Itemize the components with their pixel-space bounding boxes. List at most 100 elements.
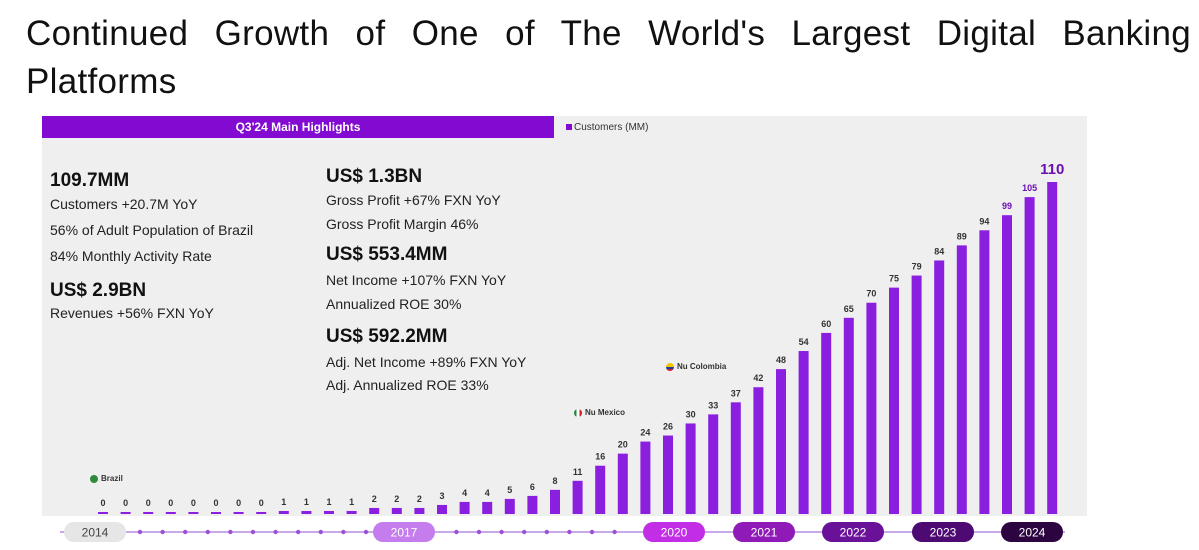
year-label-2021: 2021: [751, 526, 778, 540]
bar-value-label-12: 2: [372, 494, 377, 504]
colombia-flag-icon: [666, 362, 674, 371]
timeline-dot: [160, 529, 165, 535]
bar-value-label-42: 110: [1040, 161, 1064, 178]
bar-value-label-5: 0: [213, 498, 218, 508]
bar-value-label-18: 5: [507, 485, 512, 495]
bar-value-label-11: 1: [349, 497, 354, 507]
bar-value-label-36: 79: [912, 262, 922, 272]
bar-value-label-40: 99: [1002, 201, 1012, 211]
bar-40: [1002, 215, 1012, 514]
bar-24: [640, 441, 651, 514]
bar-value-label-3: 0: [168, 498, 173, 508]
customers-growth: Customers +20.7M YoY: [50, 196, 198, 212]
bar-28: [730, 402, 741, 514]
bar-labels-group: 0 0 0 0 0 0 0 0 1 1 1 1 2 2 2 3 4 4 5 681116202426303337424…: [100, 161, 1064, 508]
bar-value-label-2: 0: [146, 498, 151, 508]
bar-16: [459, 501, 470, 514]
bar-23: [617, 453, 628, 514]
bar-value-label-6: 0: [236, 498, 241, 508]
timeline-dot: [499, 529, 504, 535]
bar-value-label-23: 20: [618, 440, 628, 450]
year-pill-2014: [64, 522, 126, 542]
timeline-dot: [341, 529, 346, 535]
revenue-growth: Revenues +56% FXN YoY: [50, 305, 214, 321]
highlights-header: Q3'24 Main Highlights: [42, 116, 554, 138]
bar-value-label-27: 33: [708, 400, 718, 410]
bar-value-label-1: 0: [123, 498, 128, 508]
bar-29: [753, 387, 764, 514]
year-pill-2020: [643, 522, 705, 542]
timeline-dot: [454, 529, 459, 535]
bar-value-label-16: 4: [462, 488, 467, 498]
bar-value-label-20: 8: [552, 476, 557, 486]
bar-value-label-15: 3: [439, 491, 444, 501]
bar-value-label-19: 6: [530, 482, 535, 492]
bar-26: [685, 423, 696, 514]
timeline-dot: [522, 529, 527, 535]
bar-value-label-31: 54: [799, 337, 809, 347]
bar-value-label-38: 89: [957, 231, 967, 241]
bar-value-label-33: 65: [844, 304, 854, 314]
bar-value-label-7: 0: [259, 498, 264, 508]
mexico-flag-icon: [574, 408, 582, 417]
bar-value-label-41: 105: [1022, 183, 1037, 193]
colombia-marker: Nu Colombia: [666, 362, 726, 371]
year-pill-2023: [912, 522, 974, 542]
bar-value-label-30: 48: [776, 355, 786, 365]
chart-legend: Customers (MM): [566, 122, 648, 133]
legend-swatch: [566, 124, 572, 131]
customers-population: 56% of Adult Population of Brazil: [50, 222, 254, 238]
bar-value-label-9: 1: [304, 497, 309, 507]
bar-37: [934, 260, 945, 514]
bar-39: [979, 230, 990, 515]
bar-11: [346, 510, 357, 514]
timeline-dot: [205, 529, 210, 535]
bar-3: [165, 512, 176, 514]
timeline-dot: [183, 529, 188, 535]
year-label-2014: 2014: [82, 526, 109, 540]
bar-5: [211, 512, 221, 514]
adj-net-income-value: US$ 592.2MM: [326, 326, 448, 347]
bar-17: [482, 501, 493, 514]
bar-33: [843, 317, 854, 514]
bar-value-label-21: 11: [573, 467, 583, 477]
net-income-value: US$ 553.4MM: [326, 244, 448, 265]
bar-42: [1047, 182, 1058, 514]
legend-label: Customers (MM): [574, 122, 649, 133]
brazil-flag-icon: [90, 474, 98, 483]
year-pill-2024: [1001, 522, 1063, 542]
bar-36: [911, 275, 922, 514]
year-pill-2021: [733, 522, 795, 542]
timeline-dot: [228, 529, 233, 535]
bar-41: [1024, 197, 1035, 514]
bar-27: [708, 414, 719, 514]
bar-value-label-37: 84: [934, 246, 944, 256]
timeline-dot: [567, 529, 572, 535]
bar-6: [233, 512, 244, 514]
timeline-dot: [318, 529, 323, 535]
bar-12: [369, 507, 380, 514]
bar-14: [414, 507, 425, 514]
bar-22: [595, 465, 606, 514]
year-label-2020: 2020: [661, 526, 688, 540]
adj-net-income-growth: Adj. Net Income +89% FXN YoY: [326, 354, 527, 370]
bar-value-label-28: 37: [731, 388, 741, 398]
bar-1: [120, 512, 131, 514]
bar-21: [572, 480, 583, 514]
annualized-roe: Annualized ROE 30%: [326, 296, 462, 312]
gross-profit-value: US$ 1.3BN: [326, 166, 423, 187]
bar-value-label-32: 60: [821, 319, 831, 329]
bar-value-label-34: 70: [866, 289, 876, 299]
year-label-2017: 2017: [391, 526, 418, 540]
bar-20: [550, 489, 560, 514]
gross-profit-margin: Gross Profit Margin 46%: [326, 216, 479, 232]
bar-9: [301, 510, 312, 514]
brazil-marker: Brazil: [90, 474, 123, 483]
bar-13: [391, 507, 402, 514]
bar-32: [821, 332, 832, 514]
bar-value-label-39: 94: [979, 216, 989, 226]
timeline-dot: [296, 529, 301, 535]
bar-value-label-4: 0: [191, 498, 196, 508]
bar-value-label-35: 75: [889, 274, 899, 284]
